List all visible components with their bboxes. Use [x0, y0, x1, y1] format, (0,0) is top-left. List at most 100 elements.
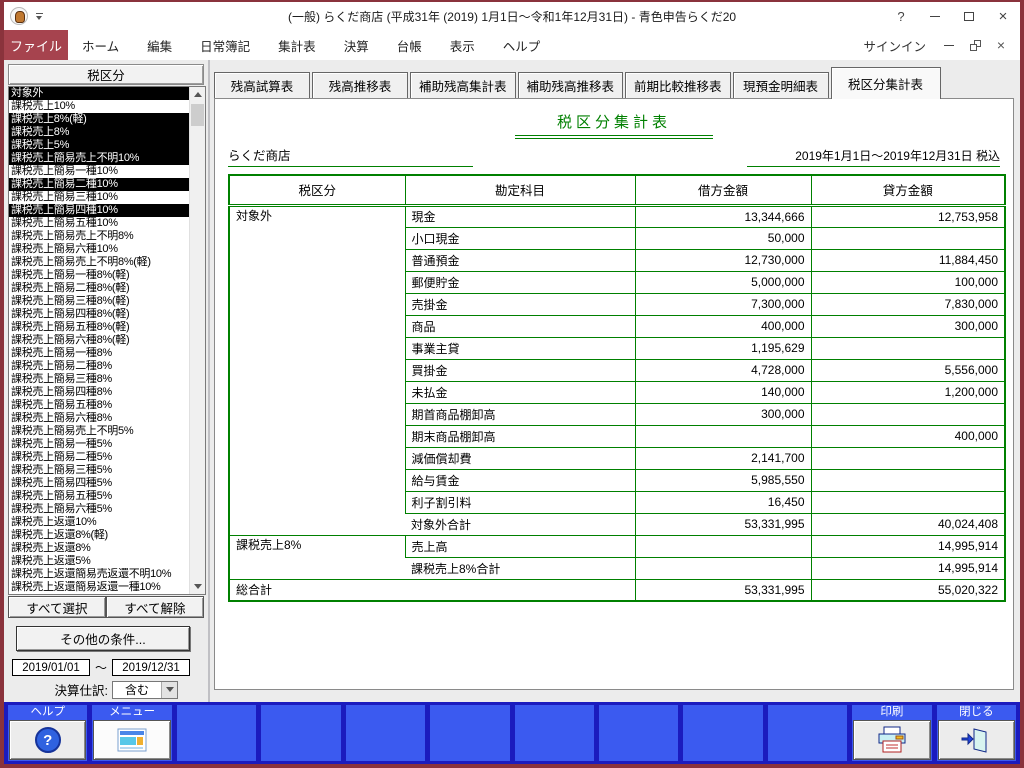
tab-3[interactable]: 補助残高推移表 — [517, 72, 624, 98]
list-item[interactable]: 課税売上簡易三種8%(軽) — [11, 295, 130, 307]
tab-2[interactable]: 補助残高集計表 — [410, 72, 516, 98]
list-item[interactable]: 課税売上簡易二種10% — [9, 178, 189, 191]
minimize-button[interactable] — [918, 2, 952, 30]
fn-menu-button[interactable] — [93, 720, 171, 760]
fn-slot-empty[interactable] — [261, 705, 341, 761]
menu-item-6[interactable]: 表示 — [449, 39, 475, 54]
menu-item-7[interactable]: ヘルプ — [502, 39, 541, 54]
list-item[interactable]: 課税売上簡易四種5% — [11, 477, 112, 489]
credit-amount-cell — [810, 469, 1005, 492]
list-item[interactable]: 課税売上簡易四種10% — [9, 204, 189, 217]
list-item[interactable]: 課税売上簡易六種8%(軽) — [11, 334, 130, 346]
account-cell: 普通預金 — [404, 249, 635, 272]
list-item[interactable]: 課税売上返還5% — [11, 555, 91, 567]
date-to-field[interactable]: 2019/12/31 — [112, 659, 191, 676]
list-item[interactable]: 課税売上簡易一種8%(軽) — [11, 269, 130, 281]
list-item[interactable]: 課税売上簡易五種8% — [11, 399, 112, 411]
list-item[interactable]: 課税売上返還8%(軽) — [11, 529, 108, 541]
debit-amount-cell: 140,000 — [634, 381, 811, 404]
list-item[interactable]: 課税売上簡易売上不明5% — [11, 425, 134, 437]
debit-amount-cell: 5,985,550 — [634, 469, 811, 492]
list-item[interactable]: 課税売上10% — [11, 100, 75, 112]
list-item[interactable]: 課税売上8%(軽) — [9, 113, 189, 126]
clear-all-button[interactable]: すべて解除 — [106, 596, 204, 618]
list-item[interactable]: 課税売上簡易六種10% — [11, 243, 118, 255]
mdi-close-button[interactable]: × — [996, 37, 1006, 53]
menu-item-5[interactable]: 台帳 — [396, 39, 422, 54]
list-item[interactable]: 課税売上簡易一種10% — [11, 165, 118, 177]
mdi-restore-button[interactable] — [962, 30, 988, 60]
mdi-minimize-button[interactable] — [936, 30, 962, 60]
list-item[interactable]: 課税売上簡易六種5% — [11, 503, 112, 515]
window-title: (一般) らくだ商店 (平成31年 (2019) 1月1日～令和1年12月31日… — [287, 9, 737, 24]
list-item[interactable]: 課税売上簡易三種8% — [11, 373, 112, 385]
list-item[interactable]: 課税売上簡易二種5% — [11, 451, 112, 463]
list-item[interactable]: 課税売上簡易六種8% — [11, 412, 112, 424]
closing-entries-select[interactable]: 含む — [112, 680, 178, 699]
tax-category-listbox[interactable]: 対象外 課税売上10% 課税売上8%(軽) 課税売上8% 課税売上5% 課税売上簡易売上不… — [8, 86, 206, 595]
list-item[interactable]: 課税売上返還10% — [11, 516, 97, 528]
scroll-up-icon[interactable] — [190, 87, 205, 102]
menu-item-1[interactable]: 編集 — [147, 39, 173, 54]
fn-slot-empty[interactable] — [176, 705, 257, 761]
list-item[interactable]: 課税売上簡易五種8%(軽) — [11, 321, 130, 333]
date-from-field[interactable]: 2019/01/01 — [12, 659, 90, 676]
list-item[interactable]: 課税売上簡易売上不明8% — [11, 230, 134, 242]
chevron-down-icon[interactable] — [161, 681, 177, 698]
menu-item-0[interactable]: ホーム — [82, 39, 120, 54]
menu-item-2[interactable]: 日常簿記 — [200, 39, 251, 54]
list-item[interactable]: 課税売上返還簡易返還一種10% — [11, 581, 161, 593]
fn-slot-empty[interactable] — [598, 705, 679, 761]
list-item[interactable]: 課税売上簡易二種8% — [11, 360, 112, 372]
close-button[interactable]: × — [998, 7, 1008, 25]
fn-help-button[interactable]: ? — [9, 720, 87, 760]
quick-access-dropdown-icon[interactable] — [32, 10, 46, 22]
select-all-button[interactable]: すべて選択 — [8, 596, 106, 618]
list-item[interactable]: 課税売上8% — [9, 126, 189, 139]
list-item[interactable]: 課税売上簡易三種5% — [11, 464, 112, 476]
list-item[interactable]: 課税売上簡易五種5% — [11, 490, 112, 502]
maximize-button[interactable] — [952, 2, 986, 30]
tab-4[interactable]: 前期比較推移表 — [625, 72, 731, 98]
tab-6[interactable]: 税区分集計表 — [830, 67, 941, 99]
table-row: 普通預金 12,730,000 11,884,450 — [229, 249, 1005, 272]
menu-item-4[interactable]: 決算 — [343, 39, 369, 54]
list-item[interactable]: 課税売上返還簡易売返還不明10% — [11, 568, 172, 580]
file-menu-button[interactable]: ファイル — [4, 30, 68, 60]
fn-slot-empty[interactable] — [345, 705, 426, 761]
tax-category-header-button[interactable]: 税区分 — [8, 64, 204, 85]
listbox-scrollbar[interactable] — [189, 87, 205, 594]
fn-slot-empty[interactable] — [683, 705, 763, 761]
debit-amount-cell: 50,000 — [634, 227, 811, 250]
list-item[interactable]: 課税売上簡易五種10% — [11, 217, 118, 229]
list-item[interactable]: 課税売上5% — [9, 139, 189, 152]
list-item[interactable]: 課税売上簡易売上不明10% — [9, 152, 189, 165]
list-item[interactable]: 課税売上簡易一種8% — [11, 347, 112, 359]
tab-0[interactable]: 残高試算表 — [214, 72, 310, 98]
other-conditions-button[interactable]: その他の条件... — [16, 626, 190, 651]
scrollbar-thumb[interactable] — [191, 104, 204, 126]
menu-item-3[interactable]: 集計表 — [278, 39, 316, 54]
scroll-down-icon[interactable] — [190, 579, 205, 594]
fn-slot-empty[interactable] — [430, 705, 510, 761]
fn-print-button[interactable] — [853, 720, 931, 760]
tab-1[interactable]: 残高推移表 — [312, 72, 408, 98]
tab-5[interactable]: 現預金明細表 — [732, 72, 829, 98]
minimize-icon — [944, 44, 954, 46]
titlebar-help-button[interactable]: ? — [884, 2, 918, 30]
list-item[interactable]: 課税売上簡易三種10% — [11, 191, 118, 203]
list-item[interactable]: 課税売上簡易売上不明8%(軽) — [11, 256, 151, 268]
fn-slot-empty[interactable] — [767, 705, 848, 761]
fn-slot-empty[interactable] — [514, 705, 594, 761]
list-item[interactable]: 課税売上返還8% — [11, 542, 91, 554]
list-item[interactable]: 対象外 — [9, 87, 189, 100]
fn-exit-button[interactable] — [937, 720, 1016, 760]
list-item[interactable]: 課税売上簡易四種8% — [11, 386, 112, 398]
fn-slot-help: ヘルプ? — [8, 705, 88, 761]
signin-button[interactable]: サインイン — [863, 39, 926, 54]
list-item[interactable]: 課税売上簡易二種8%(軽) — [11, 282, 130, 294]
fn-slot-exit: 閉じる — [936, 705, 1017, 761]
account-cell: 現金 — [404, 205, 635, 228]
list-item[interactable]: 課税売上簡易一種5% — [11, 438, 112, 450]
list-item[interactable]: 課税売上簡易四種8%(軽) — [11, 308, 130, 320]
